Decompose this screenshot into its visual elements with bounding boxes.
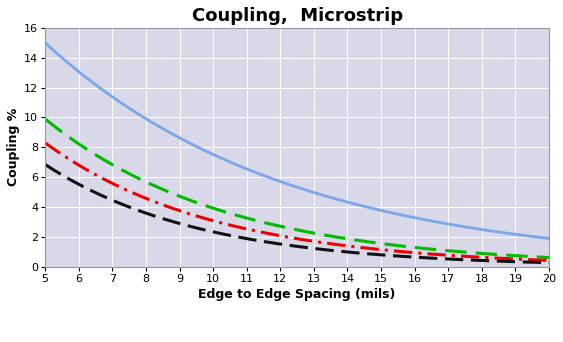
- X-axis label: Edge to Edge Spacing (mils): Edge to Edge Spacing (mils): [198, 288, 396, 301]
- Title: Coupling,  Microstrip: Coupling, Microstrip: [191, 7, 403, 25]
- Y-axis label: Coupling %: Coupling %: [7, 108, 20, 186]
